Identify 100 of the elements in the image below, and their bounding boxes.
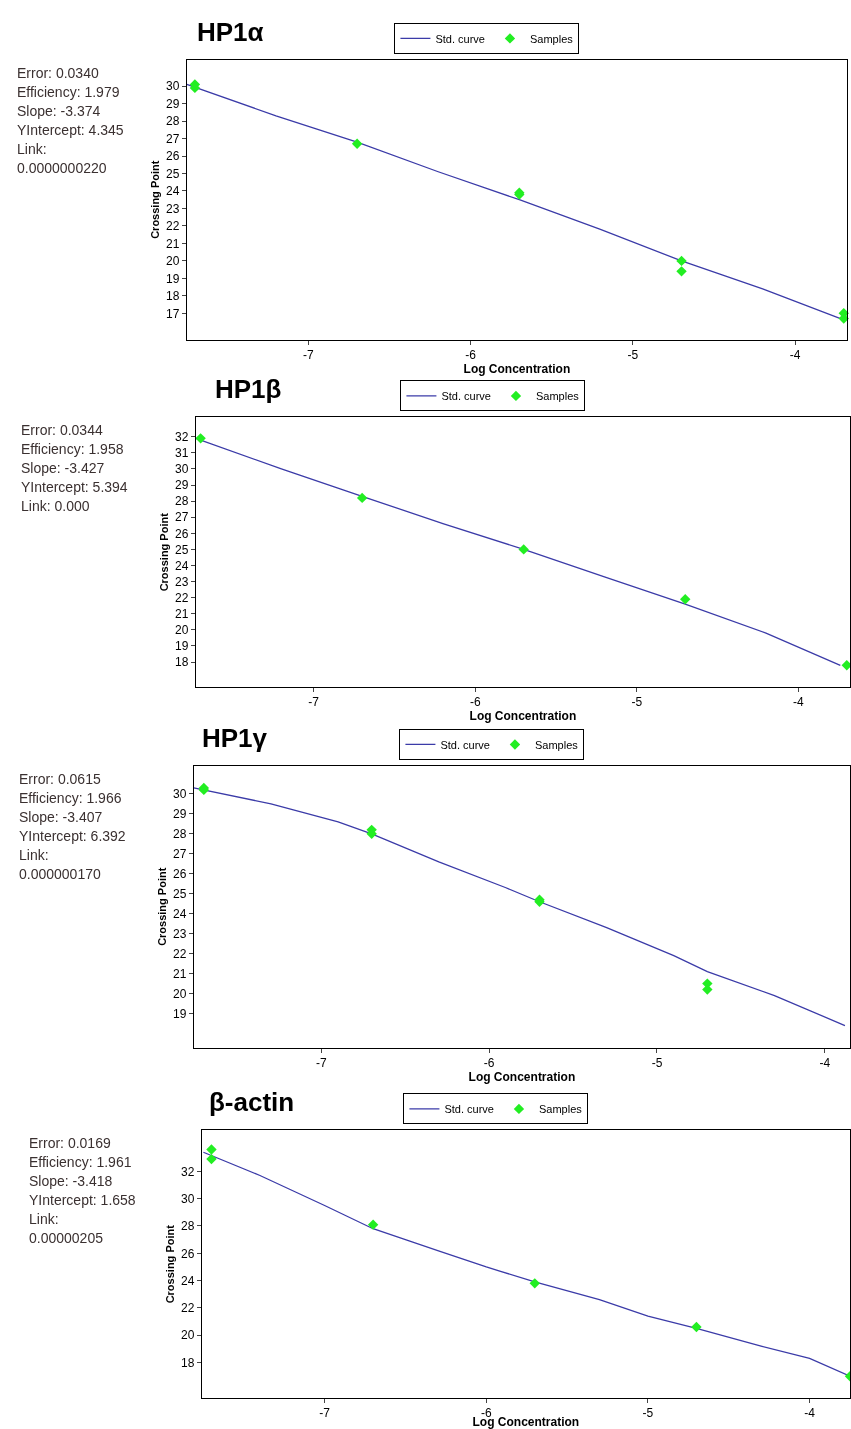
legend-label: Std. curve <box>441 390 491 403</box>
legend-label: Samples <box>538 1103 583 1116</box>
y-tick-label: 28 <box>175 494 189 509</box>
point <box>529 1278 540 1289</box>
y-tick-label: 21 <box>175 606 189 621</box>
y-axis-title: Crossing Point <box>155 867 168 946</box>
y-tick-label: 32 <box>181 1164 195 1179</box>
y-tick-label: 19 <box>173 1006 187 1021</box>
y-tick-label: 26 <box>181 1246 195 1261</box>
x-tick-label: -5 <box>651 1055 663 1070</box>
chart-title: β-actin <box>209 1087 295 1117</box>
y-tick-label: 25 <box>166 166 180 181</box>
y-tick-label: 18 <box>175 655 189 670</box>
point <box>195 433 206 444</box>
line-series <box>193 787 846 1027</box>
x-tick-label: -7 <box>319 1406 331 1421</box>
y-tick-label: 21 <box>173 966 187 981</box>
y-tick-label: 29 <box>175 478 189 493</box>
y-tick-label: 30 <box>173 787 187 802</box>
text: Efficiency: 1.966 <box>19 790 122 806</box>
legend-label: Samples <box>529 32 574 45</box>
y-tick-label: 17 <box>166 306 180 321</box>
x-tick-label: -4 <box>789 347 801 362</box>
x-tick-label: -6 <box>465 347 477 362</box>
y-tick-label: 22 <box>173 946 187 961</box>
y-tick-label: 27 <box>166 131 180 146</box>
y-tick-label: 27 <box>175 510 189 525</box>
y-tick-label: 21 <box>166 236 180 251</box>
y-tick-label: 23 <box>175 574 189 589</box>
text: Slope: -3.374 <box>17 103 101 119</box>
text: YIntercept: 4.345 <box>17 122 124 138</box>
text: Link: <box>19 847 49 863</box>
y-tick-label: 23 <box>166 201 180 216</box>
text: Error: 0.0169 <box>29 1135 111 1151</box>
y-tick-label: 31 <box>175 446 189 461</box>
text: Efficiency: 1.958 <box>21 441 124 457</box>
x-tick-label: -7 <box>308 695 320 710</box>
text: YIntercept: 5.394 <box>21 479 128 495</box>
x-tick-label: -7 <box>315 1055 327 1070</box>
text: Slope: -3.418 <box>29 1173 113 1189</box>
x-axis-title: Log Concentration <box>468 1069 576 1084</box>
y-tick-label: 29 <box>173 807 187 822</box>
legend-label: Std. curve <box>435 32 485 45</box>
legend-label: Std. curve <box>444 1103 494 1116</box>
text: YIntercept: 1.658 <box>29 1192 136 1208</box>
y-tick-label: 19 <box>166 271 180 286</box>
x-tick-label: -5 <box>642 1406 654 1421</box>
y-tick-label: 24 <box>175 558 189 573</box>
x-tick-label: -4 <box>804 1406 816 1421</box>
y-axis-title: Crossing Point <box>157 512 170 592</box>
point <box>206 1153 217 1165</box>
y-tick-label: 22 <box>181 1301 195 1316</box>
point <box>691 1321 702 1333</box>
y-tick-label: 19 <box>175 639 189 654</box>
point <box>356 492 368 504</box>
y-tick-label: 26 <box>173 866 187 881</box>
text: Efficiency: 1.961 <box>29 1154 132 1170</box>
y-tick-label: 24 <box>166 184 180 199</box>
y-tick-label: 24 <box>173 906 187 921</box>
y-axis-title: Crossing Point <box>163 1224 176 1304</box>
x-tick-label: -6 <box>483 1055 495 1070</box>
y-tick-label: 30 <box>181 1191 195 1206</box>
y-axis-title: Crossing Point <box>148 160 161 239</box>
x-tick-label: -4 <box>819 1055 831 1070</box>
point <box>206 1144 217 1155</box>
y-tick-label: 28 <box>181 1219 195 1234</box>
point <box>841 660 851 671</box>
y-tick-label: 26 <box>175 526 189 541</box>
y-tick-label: 28 <box>173 827 187 842</box>
y-tick-label: 20 <box>175 623 189 638</box>
text: Link: <box>29 1211 59 1227</box>
x-axis-title: Log Concentration <box>463 361 571 376</box>
x-tick-label: -5 <box>631 695 643 710</box>
y-tick-label: 26 <box>166 149 180 164</box>
text: 0.000000170 <box>19 866 101 882</box>
y-tick-label: 22 <box>175 590 189 605</box>
y-tick-label: 25 <box>175 542 189 557</box>
chart-title: HP1γ <box>202 723 268 753</box>
legend-label: Std. curve <box>440 738 490 751</box>
text: Efficiency: 1.979 <box>17 84 120 100</box>
text: Slope: -3.427 <box>21 460 105 476</box>
x-axis-title: Log Concentration <box>469 709 577 724</box>
y-tick-label: 22 <box>166 219 180 234</box>
text: Error: 0.0344 <box>21 422 103 438</box>
point <box>676 255 687 267</box>
y-tick-label: 20 <box>181 1328 195 1343</box>
text: YIntercept: 6.392 <box>19 828 126 844</box>
y-tick-label: 24 <box>181 1273 195 1288</box>
text: Link: <box>17 141 47 157</box>
point <box>518 544 529 555</box>
y-tick-label: 20 <box>173 986 187 1001</box>
legend-label: Samples <box>534 738 579 751</box>
point <box>351 138 363 149</box>
y-tick-label: 30 <box>166 79 180 94</box>
y-tick-label: 20 <box>166 254 180 269</box>
y-tick-label: 25 <box>173 886 187 901</box>
text: Error: 0.0615 <box>19 771 101 787</box>
legend-label: Samples <box>535 390 580 403</box>
point <box>367 1219 379 1230</box>
y-tick-label: 27 <box>173 847 187 862</box>
